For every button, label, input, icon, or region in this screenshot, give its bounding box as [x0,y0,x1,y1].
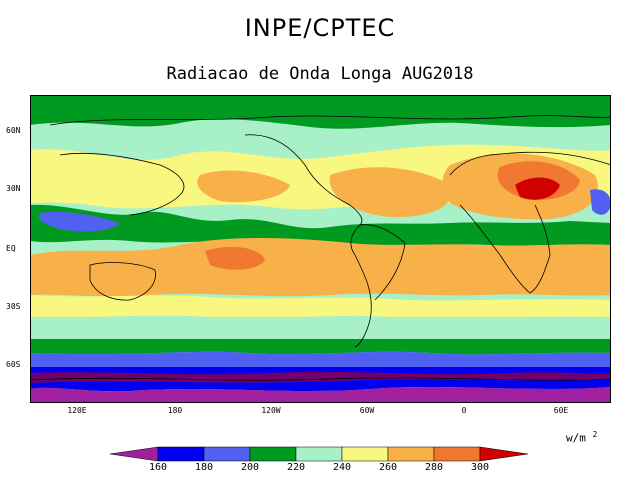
map-subtitle: Radiacao de Onda Longa AUG2018 [166,64,474,84]
colorbar-label-280: 280 [424,462,444,473]
olr-map [30,95,611,403]
colorbar-label-260: 260 [378,462,398,473]
lon-tick-180: 180 [167,406,183,415]
lat-tick-60n: 60N [6,126,21,135]
colorbar-seg-7 [433,446,481,462]
colorbar-label-240: 240 [332,462,352,473]
colorbar-seg-0 [110,446,159,462]
colorbar-seg-2 [203,446,251,462]
lat-tick-eq: EQ [6,244,16,253]
colorbar-label-160: 160 [148,462,168,473]
lat-tick-60s: 60S [6,360,21,369]
lat-tick-30n: 30N [6,184,21,193]
map-title: INPE/CPTEC [244,14,396,42]
lat-tick-30s: 30S [6,302,21,311]
colorbar-label-220: 220 [286,462,306,473]
colorbar-label-200: 200 [240,462,260,473]
lon-tick-0: 0 [461,406,467,415]
colorbar-seg-3 [249,446,297,462]
colorbar-seg-6 [387,446,435,462]
colorbar-seg-5 [341,446,389,462]
lon-tick-60w: 60W [359,406,375,415]
lon-tick-60e: 60E [553,406,569,415]
lon-tick-120e: 120E [67,406,87,415]
lon-tick-120w: 120W [261,406,281,415]
colorbar-label-300: 300 [470,462,490,473]
colorbar-seg-1 [157,446,205,462]
units-label: w/m 2 [566,430,598,445]
colorbar-seg-4 [295,446,343,462]
colorbar-seg-8 [479,446,528,462]
colorbar [110,446,528,462]
colorbar-label-180: 180 [194,462,214,473]
